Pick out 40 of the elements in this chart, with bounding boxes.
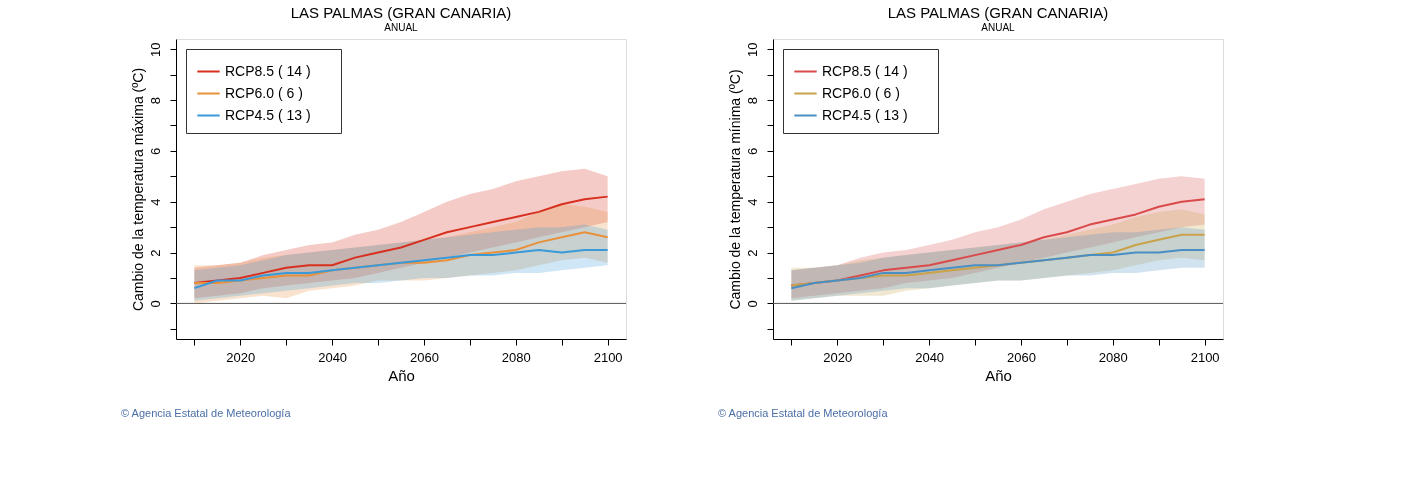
x-tick-label: 2080 (501, 349, 531, 365)
chart-subtitle: ANUAL (981, 22, 1016, 33)
x-axis-title: Año (388, 366, 415, 384)
chart-title: LAS PALMAS (GRAN CANARIA) (290, 4, 512, 21)
y-tick-label: 10 (744, 42, 760, 57)
y-tick-label: 2 (744, 249, 760, 257)
y-tick-label: 0 (147, 300, 163, 308)
y-tick-label: 8 (744, 96, 760, 105)
x-tick-label: 2100 (1190, 349, 1220, 365)
x-tick-label: 2020 (226, 349, 256, 365)
chart-title: LAS PALMAS (GRAN CANARIA) (887, 4, 1109, 21)
x-tick-label: 2100 (593, 349, 623, 365)
legend-label: RCP4.5 ( 13 ) (225, 106, 311, 123)
x-tick-label: 2040 (318, 349, 348, 365)
x-tick-label: 2040 (915, 349, 945, 365)
legend-label: RCP8.5 ( 14 ) (225, 62, 311, 79)
x-axis-title: Año (985, 366, 1012, 384)
x-tick-label: 2080 (1098, 349, 1128, 365)
x-tick-label: 2060 (1007, 349, 1036, 365)
y-tick-label: 6 (744, 147, 760, 155)
text: © Agencia Estatal de Meteorología (718, 407, 889, 419)
y-tick-label: 4 (147, 198, 163, 206)
y-tick-label: 10 (147, 42, 163, 57)
y-tick-label: 8 (147, 96, 163, 105)
y-axis-title: Cambio de la temperatura máxima (ºC) (129, 67, 146, 312)
x-tick-label: 2020 (823, 349, 853, 365)
y-tick-label: 0 (744, 300, 760, 308)
legend-label: RCP8.5 ( 14 ) (822, 62, 908, 79)
y-tick-label: 4 (744, 198, 760, 206)
legend-label: RCP6.0 ( 6 ) (225, 84, 303, 101)
legend-label: RCP4.5 ( 13 ) (822, 106, 908, 123)
line-series (193, 249, 609, 290)
line-series (790, 249, 1206, 290)
x-tick-label: 2060 (410, 349, 439, 365)
y-tick-label: 6 (147, 147, 163, 155)
chart-subtitle: ANUAL (384, 22, 419, 33)
y-tick-label: 2 (147, 249, 163, 257)
legend-label: RCP6.0 ( 6 ) (822, 84, 900, 101)
y-axis-title: Cambio de la temperatura mínima (ºC) (726, 69, 743, 310)
text: © Agencia Estatal de Meteorología (121, 407, 292, 419)
